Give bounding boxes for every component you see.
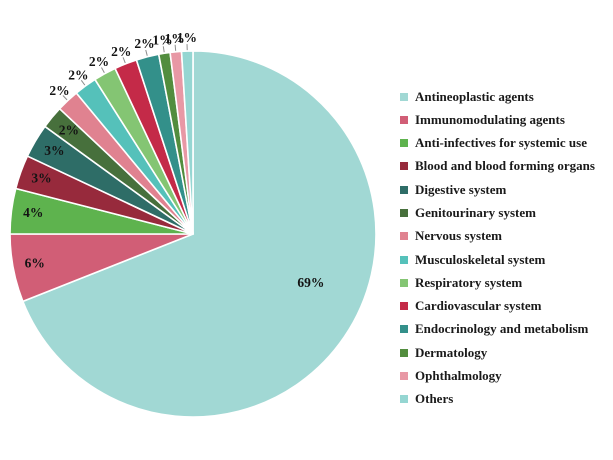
legend-item-respiratory-system: Respiratory system — [400, 274, 595, 290]
legend-item-nervous-system: Nervous system — [400, 228, 595, 244]
legend-label: Cardiovascular system — [415, 298, 542, 314]
legend-item-digestive-system: Digestive system — [400, 181, 595, 197]
legend-label: Others — [415, 391, 454, 407]
legend-item-others: Others — [400, 391, 595, 407]
legend-swatch-antineoplastic-agents — [400, 92, 408, 101]
leader-line-nervous-system — [62, 95, 68, 101]
legend-item-musculoskeletal-system: Musculoskeletal system — [400, 251, 595, 267]
legend-swatch-endocrinology-and-metabolism — [400, 325, 408, 334]
legend-swatch-genitourinary-system — [400, 208, 408, 217]
legend-label: Ophthalmology — [415, 368, 502, 384]
legend-label: Digestive system — [415, 181, 507, 197]
legend-swatch-respiratory-system — [400, 278, 408, 287]
legend-label: Genitourinary system — [415, 204, 536, 220]
legend-item-cardiovascular-system: Cardiovascular system — [400, 298, 595, 314]
legend-label: Anti-infectives for systemic use — [415, 135, 587, 151]
legend-swatch-nervous-system — [400, 232, 408, 241]
legend-label: Respiratory system — [415, 274, 523, 290]
pct-label-digestive-system: 3% — [44, 143, 64, 158]
legend-item-anti-infectives-for-systemic-use: Anti-infectives for systemic use — [400, 135, 595, 151]
leader-line-ophthalmology — [174, 44, 177, 51]
pct-label-antineoplastic-agents: 69% — [297, 275, 324, 290]
pct-label-immunomodulating-agents: 6% — [25, 255, 45, 270]
legend-label: Dermatology — [415, 344, 488, 360]
pct-label-genitourinary-system: 2% — [59, 122, 79, 137]
legend-label: Antineoplastic agents — [415, 88, 534, 104]
pie-slice-others — [180, 50, 194, 235]
legend-label: Immunomodulating agents — [415, 111, 565, 127]
legend-item-endocrinology-and-metabolism: Endocrinology and metabolism — [400, 321, 595, 337]
legend-label: Blood and blood forming organs — [415, 158, 595, 174]
chart-legend: Antineoplastic agents Immunomodulating ag… — [400, 88, 595, 407]
pct-label-others: 1% — [177, 30, 197, 45]
legend-swatch-immunomodulating-agents — [400, 115, 408, 124]
pct-label-respiratory-system: 2% — [89, 54, 109, 69]
pct-label-musculoskeletal-system: 2% — [68, 67, 88, 82]
legend-swatch-musculoskeletal-system — [400, 255, 408, 264]
legend-item-genitourinary-system: Genitourinary system — [400, 204, 595, 220]
legend-label: Musculoskeletal system — [415, 251, 546, 267]
legend-item-dermatology: Dermatology — [400, 344, 595, 360]
legend-swatch-blood-and-blood-forming-organs — [400, 162, 408, 171]
legend-label: Endocrinology and metabolism — [415, 321, 589, 337]
leader-line-dermatology — [162, 46, 165, 53]
legend-swatch-anti-infectives-for-systemic-use — [400, 139, 408, 148]
legend-item-blood-and-blood-forming-organs: Blood and blood forming organs — [400, 158, 595, 174]
legend-label: Nervous system — [415, 228, 503, 244]
legend-swatch-cardiovascular-system — [400, 302, 408, 311]
pct-label-dermatology: 1% — [152, 32, 172, 47]
leader-line-musculoskeletal-system — [80, 79, 86, 86]
pct-label-endocrinology-and-metabolism: 2% — [134, 36, 154, 51]
pct-label-ophthalmology: 1% — [165, 31, 185, 46]
pct-label-cardiovascular-system: 2% — [111, 44, 131, 59]
legend-item-immunomodulating-agents: Immunomodulating agents — [400, 111, 595, 127]
legend-swatch-ophthalmology — [400, 372, 408, 381]
pct-label-nervous-system: 2% — [49, 83, 69, 98]
legend-item-ophthalmology: Ophthalmology — [400, 368, 595, 384]
leader-line-endocrinology-and-metabolism — [145, 49, 148, 56]
pct-label-blood-and-blood-forming-organs: 3% — [31, 171, 51, 186]
legend-swatch-dermatology — [400, 348, 408, 357]
legend-item-antineoplastic-agents: Antineoplastic agents — [400, 88, 595, 104]
legend-swatch-digestive-system — [400, 185, 408, 194]
pct-label-anti-infectives-for-systemic-use: 4% — [23, 205, 43, 220]
leader-line-respiratory-system — [101, 67, 105, 74]
pie-slice-antineoplastic-agents — [22, 50, 377, 418]
legend-swatch-others — [400, 395, 408, 404]
leader-line-cardiovascular-system — [122, 57, 126, 64]
